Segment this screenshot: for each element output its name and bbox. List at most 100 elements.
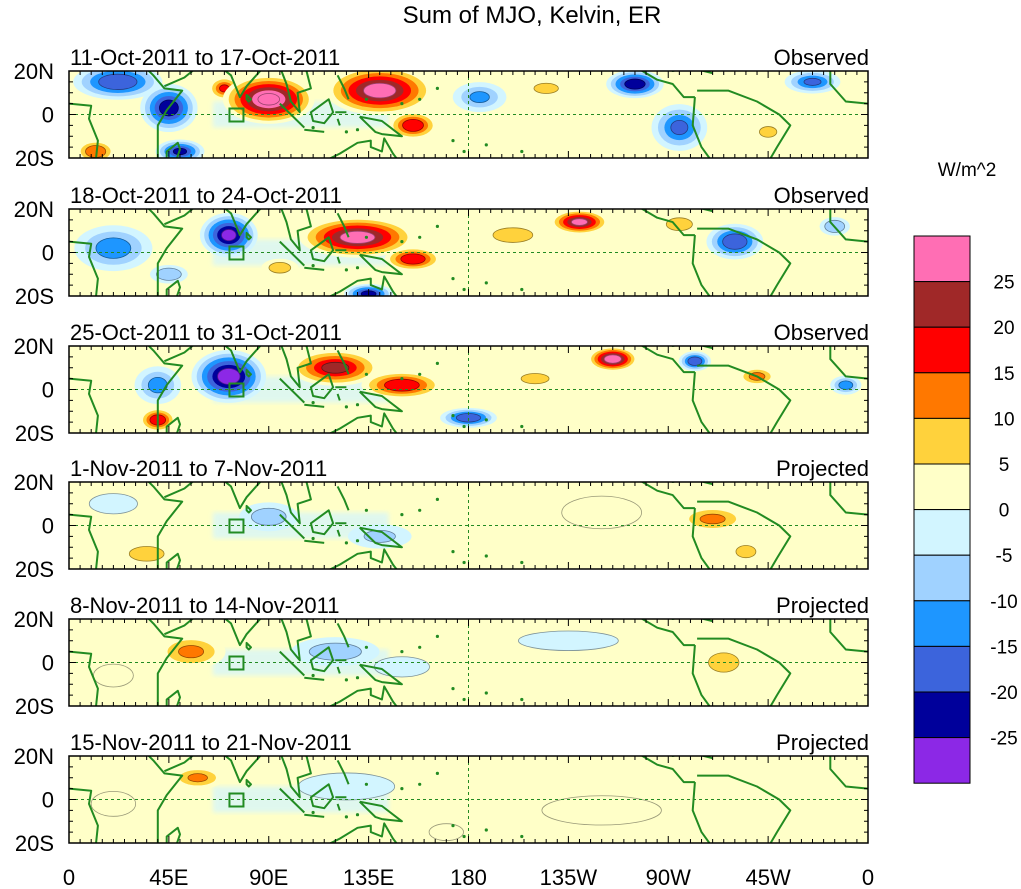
chart-title: Sum of MJO, Kelvin, ER [403,2,662,29]
anomaly-contour [363,82,397,99]
anomaly-contour [88,493,138,515]
coastlines [69,619,868,706]
island-marker [462,560,466,565]
sumatra-coastline [279,377,305,404]
island-marker [400,102,404,106]
arabia-coastline [164,209,194,226]
lon-tick-label: 135W [540,865,598,889]
anomaly-contour [838,380,854,390]
anomaly-contour [603,354,622,364]
reference-box [228,107,245,123]
new-guinea-coastline [359,663,403,686]
lat-tick-label: 20S [15,831,54,856]
anomaly-contour [571,218,588,226]
lat-tick-label: 20N [14,607,54,632]
lon-tick-label: 0 [862,865,874,889]
panel-3: 20N 0 20S 25-Oct-2011 to 31-Oct-2011 Observe… [14,320,869,446]
sulawesi-coastline [335,111,347,126]
india-coastline [223,482,262,510]
central-america-coastline [640,71,695,99]
reference-box [228,792,245,808]
island-marker [520,560,524,565]
colorbar-swatch [913,281,971,328]
anomaly-contour [561,495,643,530]
island-marker [435,634,439,639]
india-coastline [223,619,262,647]
sulawesi-coastline [335,659,347,674]
colorbar-label: 5 [999,455,1010,476]
sulawesi-coastline [335,522,347,537]
island-marker [311,401,315,405]
panel-ticks [68,755,869,844]
island-marker [311,810,315,815]
west-africa-coastline [829,209,868,243]
caribbean-coastline [670,71,713,75]
island-marker [355,813,360,817]
australia-coastline [328,685,398,706]
se-asia-coastline [280,209,312,252]
philippines-coastline [336,74,350,100]
anomaly-contour [469,91,490,103]
java-coastline [304,403,325,408]
colorbar-label: 20 [993,318,1014,339]
sumatra-coastline [279,513,305,540]
island-marker [451,824,455,828]
island-marker [344,678,348,682]
island-marker [400,240,404,244]
java-coastline [304,128,325,133]
panel-ticks [68,618,869,707]
colorbar-swatch [913,417,971,465]
sumatra-coastline [279,650,305,677]
lat-tick-label: 0 [42,103,54,128]
philippines-coastline [336,622,350,648]
anomaly-contour [339,230,376,244]
island-marker [311,126,315,130]
australia-coastline [328,412,398,433]
island-marker [364,782,368,786]
madagascar-coastline [165,552,181,569]
colorbar-swatch [913,737,971,784]
anomaly-contour [541,795,662,826]
colorbar-label: 15 [993,364,1014,385]
australia-coastline [328,548,398,569]
se-asia-coastline [280,756,312,799]
se-asia-coastline [280,482,312,525]
anomaly-contour [670,119,689,136]
central-america-coastline [640,756,695,784]
west-africa-coastline [829,756,868,790]
anomaly-contour [308,642,362,661]
borneo-coastline [309,236,335,263]
colorbar-label: -5 [996,546,1013,567]
africa-coastline [69,619,184,706]
anomaly-contour [187,773,208,783]
colorbar-swatch [913,600,971,647]
coastlines [69,482,868,569]
se-asia-coastline [280,619,312,662]
colorbar-swatch [913,463,971,511]
madagascar-coastline [165,141,181,158]
island-marker [462,424,466,429]
new-guinea-coastline [359,800,403,823]
colorbar-label: -20 [990,683,1017,704]
panel-ticks [68,345,869,434]
borneo-coastline [309,783,335,810]
lon-tick-label: 0 [63,865,75,889]
island-marker [355,403,360,407]
island-marker [355,676,360,680]
sri-lanka-coastline [245,368,252,378]
anomaly-contour [217,368,241,385]
island-marker [344,268,348,272]
colorbar-swatch [913,509,971,556]
anomaly-contour [428,823,464,841]
africa-coastline [69,346,184,433]
island-marker [364,372,368,376]
central-america-coastline [640,619,695,647]
coastlines [69,209,868,296]
anomaly-contour [373,656,430,678]
island-marker [462,697,466,702]
lon-tick-label: 90W [646,865,691,889]
island-marker [400,787,404,791]
island-marker [400,513,404,517]
panel-period: 25-Oct-2011 to 31-Oct-2011 [70,320,342,345]
island-marker [520,424,524,429]
